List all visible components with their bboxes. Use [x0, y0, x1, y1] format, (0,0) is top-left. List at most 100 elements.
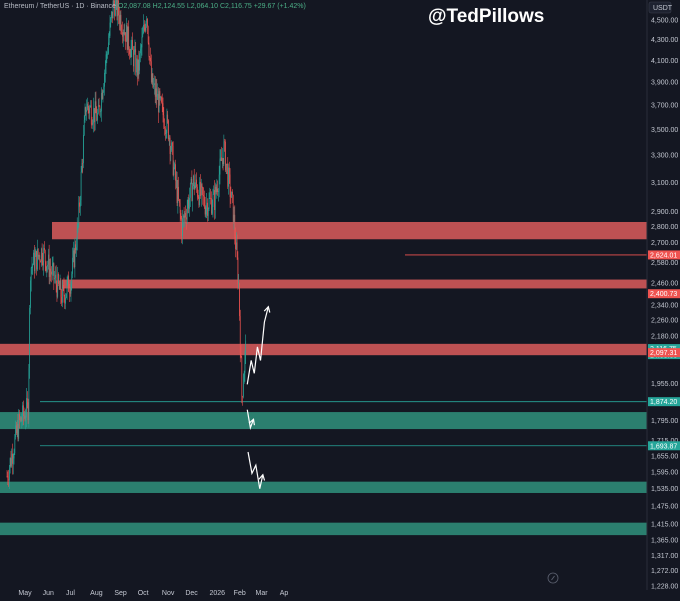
candle-body: [54, 278, 55, 280]
candle-body: [183, 215, 185, 218]
candle-body: [106, 54, 108, 55]
candle-body: [10, 458, 12, 466]
candle-body: [239, 316, 241, 354]
candle-body: [182, 218, 183, 237]
candle-body: [20, 417, 22, 422]
y-tick-label: 4,500.00: [651, 17, 678, 24]
candle-body: [197, 196, 199, 198]
candle-body: [227, 164, 229, 187]
candle-body: [161, 102, 163, 104]
candle-body: [214, 190, 215, 211]
candle-body: [198, 197, 200, 205]
candle-body: [29, 307, 30, 369]
candle-body: [172, 145, 174, 176]
x-tick-label: 2026: [210, 590, 226, 597]
candle-body: [225, 163, 227, 171]
watermark: @TedPillows: [428, 6, 544, 27]
candle-body: [136, 58, 138, 76]
resistance-zone: [52, 221, 647, 240]
candle-body: [17, 423, 19, 439]
candle-body: [226, 163, 228, 165]
candle-body: [236, 242, 238, 258]
candle-body: [19, 417, 21, 421]
candle-body: [122, 32, 123, 37]
candle-body: [187, 199, 189, 209]
x-tick-label: Aug: [90, 590, 103, 597]
candle-body: [146, 18, 147, 23]
candle-body: [48, 254, 49, 265]
x-tick-label: Oct: [138, 590, 149, 597]
candle-body: [114, 0, 116, 16]
candle-body: [212, 194, 214, 207]
y-tick-label: 1,795.00: [651, 418, 678, 425]
candle-body: [154, 83, 155, 86]
candle-body: [44, 248, 45, 251]
candle-body: [242, 396, 243, 398]
candle-body: [216, 188, 218, 193]
candle-body: [44, 250, 46, 262]
candle-body: [230, 196, 232, 198]
candle-body: [126, 24, 128, 50]
candle-body: [166, 114, 168, 133]
timezone-icon[interactable]: [547, 572, 559, 584]
candle-body: [123, 32, 125, 35]
candle-body: [125, 32, 126, 42]
candle-body: [92, 122, 94, 125]
price-axis[interactable]: [647, 0, 680, 601]
candle-body: [129, 54, 131, 58]
candle-body: [11, 453, 13, 466]
candle-body: [168, 120, 169, 140]
y-axis-ticks: 4,500.00 4,300.00 4,100.00 3,900.00 3,700.00…: [651, 17, 678, 590]
candle-body: [7, 476, 9, 480]
candle-body: [91, 123, 93, 125]
y-tick-label: 3,500.00: [651, 127, 678, 134]
candle-body: [214, 186, 216, 211]
candle-body: [108, 35, 110, 43]
y-tick-label: 2,800.00: [651, 224, 678, 231]
candle-body: [221, 158, 223, 161]
y-tick-label: 1,475.00: [651, 504, 678, 511]
candle-body: [218, 190, 219, 192]
candle-body: [41, 248, 43, 261]
candle-body: [111, 11, 112, 19]
candle-body: [79, 200, 81, 207]
candle-body: [87, 103, 89, 109]
candle-body: [49, 268, 51, 277]
candle-body: [46, 266, 48, 271]
candle-body: [130, 47, 132, 58]
candle-body: [8, 479, 9, 481]
candle-body: [182, 215, 184, 219]
candle-body: [158, 91, 160, 113]
projection-path: [247, 451, 264, 489]
candle-body: [140, 49, 141, 54]
candle-body: [189, 197, 190, 209]
price-badge: [648, 250, 680, 260]
candle-body: [228, 167, 229, 187]
candle-body: [96, 112, 98, 121]
candle-body: [204, 196, 205, 207]
candle-body: [240, 353, 242, 358]
candle-body: [160, 97, 162, 99]
candle-body: [162, 103, 164, 116]
candle-body: [217, 188, 218, 192]
candle-body: [167, 114, 169, 121]
y-tick-label: 2,460.00: [651, 281, 678, 288]
candle-body: [75, 244, 77, 251]
candle-body: [206, 202, 208, 208]
candle-body: [107, 53, 108, 55]
candle-body: [175, 179, 177, 181]
candle-body: [193, 175, 195, 190]
candle-body: [42, 260, 44, 266]
candle-body: [45, 261, 47, 271]
currency-label[interactable]: USDT: [653, 5, 673, 12]
candle-body: [30, 280, 31, 308]
currency-label-box[interactable]: [648, 1, 672, 14]
candle-body: [222, 158, 224, 164]
candle-body: [27, 402, 29, 420]
candle-body: [102, 91, 104, 99]
candle-body: [104, 65, 106, 73]
x-tick-label: Ap: [280, 590, 289, 597]
candle-body: [243, 383, 244, 397]
